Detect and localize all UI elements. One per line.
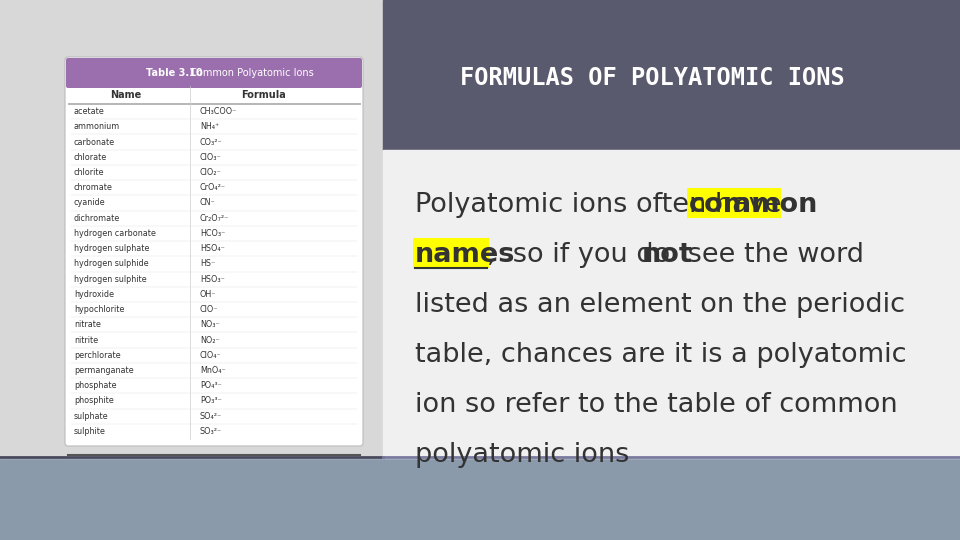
- Text: hydrogen sulphate: hydrogen sulphate: [74, 244, 150, 253]
- Text: permanganate: permanganate: [74, 366, 133, 375]
- Text: listed as an element on the periodic: listed as an element on the periodic: [415, 292, 905, 318]
- Text: names: names: [415, 242, 516, 268]
- Text: perchlorate: perchlorate: [74, 351, 121, 360]
- Text: ion so refer to the table of common: ion so refer to the table of common: [415, 392, 898, 418]
- Text: NO₂⁻: NO₂⁻: [200, 335, 220, 345]
- Text: carbonate: carbonate: [74, 138, 115, 146]
- Bar: [413, 238, 489, 268]
- Text: hydroxide: hydroxide: [74, 290, 114, 299]
- Text: phosphite: phosphite: [74, 396, 113, 406]
- Text: ,  so if you do: , so if you do: [487, 242, 679, 268]
- Text: cyanide: cyanide: [74, 199, 106, 207]
- Text: Table 3.10: Table 3.10: [146, 68, 203, 78]
- Text: hydrogen sulphite: hydrogen sulphite: [74, 275, 147, 284]
- Bar: [383, 0, 960, 150]
- Text: sulphate: sulphate: [74, 411, 108, 421]
- Text: PO₄³⁻: PO₄³⁻: [200, 381, 222, 390]
- Text: Common Polyatomic Ions: Common Polyatomic Ions: [184, 68, 314, 78]
- Text: hydrogen carbonate: hydrogen carbonate: [74, 229, 156, 238]
- Text: dichromate: dichromate: [74, 214, 120, 222]
- Text: CrO₄²⁻: CrO₄²⁻: [200, 183, 227, 192]
- Text: polyatomic ions: polyatomic ions: [415, 442, 630, 468]
- Text: nitrite: nitrite: [74, 335, 98, 345]
- Text: phosphate: phosphate: [74, 381, 116, 390]
- Text: chlorite: chlorite: [74, 168, 105, 177]
- Text: NO₃⁻: NO₃⁻: [200, 320, 220, 329]
- Text: nitrate: nitrate: [74, 320, 101, 329]
- Text: see the word: see the word: [679, 242, 864, 268]
- Text: Cr₂O₇²⁻: Cr₂O₇²⁻: [200, 214, 229, 222]
- Text: ClO₄⁻: ClO₄⁻: [200, 351, 222, 360]
- Text: SO₄²⁻: SO₄²⁻: [200, 411, 223, 421]
- Text: FORMULAS OF POLYATOMIC IONS: FORMULAS OF POLYATOMIC IONS: [460, 66, 845, 90]
- Text: Polyatomic ions often have: Polyatomic ions often have: [415, 192, 790, 218]
- Text: chromate: chromate: [74, 183, 113, 192]
- Text: hydrogen sulphide: hydrogen sulphide: [74, 259, 149, 268]
- Text: SO₃²⁻: SO₃²⁻: [200, 427, 223, 436]
- Text: HSO₄⁻: HSO₄⁻: [200, 244, 225, 253]
- Text: CH₃COO⁻: CH₃COO⁻: [200, 107, 237, 116]
- Text: table, chances are it is a polyatomic: table, chances are it is a polyatomic: [415, 342, 906, 368]
- FancyBboxPatch shape: [65, 57, 363, 446]
- Text: ClO₂⁻: ClO₂⁻: [200, 168, 222, 177]
- Text: HCO₃⁻: HCO₃⁻: [200, 229, 226, 238]
- Text: MnO₄⁻: MnO₄⁻: [200, 366, 226, 375]
- Text: ClO₃⁻: ClO₃⁻: [200, 153, 222, 162]
- Text: HS⁻: HS⁻: [200, 259, 215, 268]
- Text: not: not: [642, 242, 693, 268]
- Text: chlorate: chlorate: [74, 153, 108, 162]
- Text: acetate: acetate: [74, 107, 105, 116]
- Text: PO₃³⁻: PO₃³⁻: [200, 396, 222, 406]
- Bar: [0, 458, 960, 540]
- Text: CN⁻: CN⁻: [200, 199, 216, 207]
- Text: sulphite: sulphite: [74, 427, 106, 436]
- Text: Name: Name: [110, 90, 142, 100]
- Text: NH₄⁺: NH₄⁺: [200, 123, 219, 131]
- Text: ClO⁻: ClO⁻: [200, 305, 219, 314]
- Bar: [687, 188, 781, 218]
- Bar: [383, 150, 960, 458]
- Text: Formula: Formula: [241, 90, 285, 100]
- Text: ammonium: ammonium: [74, 123, 120, 131]
- Text: OH⁻: OH⁻: [200, 290, 217, 299]
- Text: HSO₃⁻: HSO₃⁻: [200, 275, 225, 284]
- Text: hypochlorite: hypochlorite: [74, 305, 125, 314]
- Text: CO₃²⁻: CO₃²⁻: [200, 138, 223, 146]
- Bar: [0, 0, 383, 458]
- FancyBboxPatch shape: [66, 58, 362, 88]
- Text: common: common: [689, 192, 819, 218]
